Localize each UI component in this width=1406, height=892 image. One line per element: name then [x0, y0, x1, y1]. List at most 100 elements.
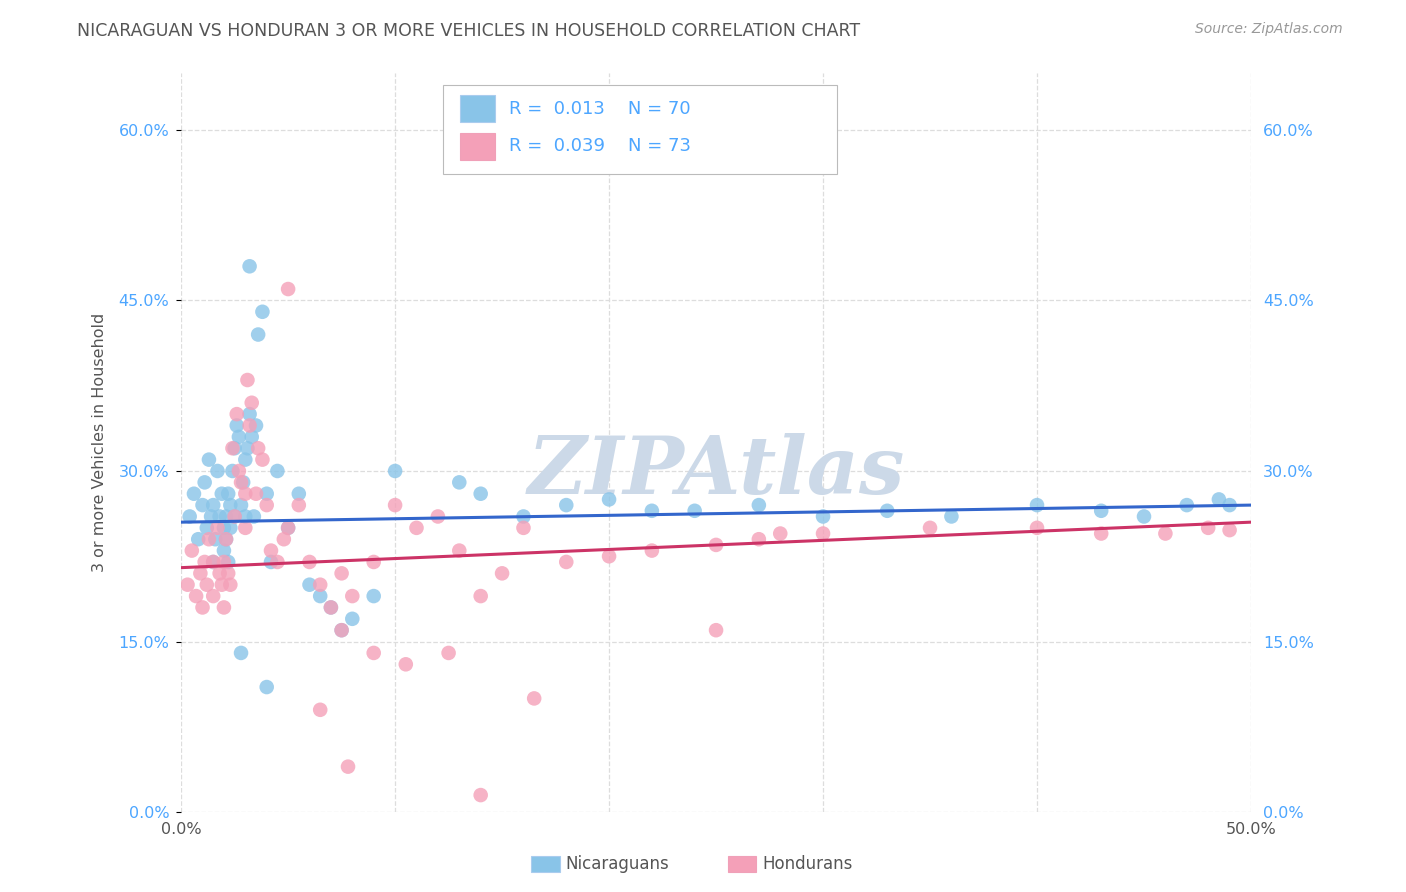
Point	[384, 464, 406, 478]
Point	[1219, 523, 1241, 537]
Point	[363, 646, 385, 660]
Point	[215, 509, 238, 524]
Point	[395, 657, 418, 672]
Point	[337, 759, 360, 773]
Point	[232, 475, 254, 490]
Point	[298, 555, 321, 569]
Point	[202, 555, 225, 569]
Point	[211, 577, 233, 591]
Point	[217, 555, 239, 569]
Text: Hondurans: Hondurans	[762, 855, 852, 873]
Point	[184, 589, 207, 603]
Point	[273, 533, 295, 547]
Point	[1175, 498, 1198, 512]
Point	[918, 521, 941, 535]
Point	[224, 509, 246, 524]
Point	[228, 430, 250, 444]
Point	[204, 533, 226, 547]
Point	[811, 526, 834, 541]
Point	[240, 396, 263, 410]
Point	[277, 521, 299, 535]
Point	[769, 526, 792, 541]
Point	[1154, 526, 1177, 541]
Point	[288, 498, 311, 512]
Point	[309, 577, 332, 591]
Point	[342, 612, 364, 626]
Point	[202, 498, 225, 512]
Point	[748, 533, 770, 547]
Point	[319, 600, 342, 615]
Point	[330, 623, 353, 637]
Point	[470, 788, 492, 802]
Point	[208, 566, 231, 581]
Point	[598, 549, 620, 564]
Point	[704, 538, 727, 552]
Point	[288, 487, 311, 501]
Point	[512, 521, 534, 535]
Point	[233, 487, 256, 501]
Point	[212, 600, 235, 615]
Point	[200, 509, 222, 524]
Point	[437, 646, 460, 660]
Point	[523, 691, 546, 706]
Point	[207, 464, 229, 478]
Point	[298, 577, 321, 591]
Point	[219, 577, 242, 591]
Point	[228, 464, 250, 478]
Point	[236, 442, 259, 456]
Point	[256, 487, 278, 501]
Point	[194, 475, 217, 490]
Text: ZIPAtlas: ZIPAtlas	[527, 434, 904, 511]
Point	[330, 623, 353, 637]
Y-axis label: 3 or more Vehicles in Household: 3 or more Vehicles in Household	[93, 313, 107, 572]
Point	[225, 418, 247, 433]
Point	[217, 487, 239, 501]
Text: R =  0.013    N = 70: R = 0.013 N = 70	[509, 100, 690, 118]
Text: R =  0.039    N = 73: R = 0.039 N = 73	[509, 137, 690, 155]
Point	[245, 418, 267, 433]
Point	[309, 703, 332, 717]
Text: Nicaraguans: Nicaraguans	[565, 855, 669, 873]
Point	[239, 418, 262, 433]
Point	[426, 509, 449, 524]
Point	[1026, 498, 1049, 512]
Point	[363, 589, 385, 603]
Point	[1133, 509, 1156, 524]
Point	[191, 600, 214, 615]
Point	[811, 509, 834, 524]
Point	[215, 533, 238, 547]
Point	[198, 452, 221, 467]
Point	[319, 600, 342, 615]
Point	[202, 589, 225, 603]
Point	[221, 442, 243, 456]
Point	[266, 464, 288, 478]
Point	[179, 509, 201, 524]
Point	[330, 566, 353, 581]
Point	[212, 543, 235, 558]
Point	[191, 498, 214, 512]
Point	[512, 509, 534, 524]
Point	[1090, 504, 1112, 518]
Point	[748, 498, 770, 512]
Point	[215, 533, 238, 547]
Point	[229, 646, 252, 660]
Point	[224, 442, 246, 456]
Point	[277, 282, 299, 296]
Point	[245, 487, 267, 501]
Point	[229, 498, 252, 512]
Point	[247, 327, 270, 342]
Point	[470, 589, 492, 603]
Point	[225, 407, 247, 421]
Point	[363, 555, 385, 569]
Point	[1026, 521, 1049, 535]
Point	[202, 555, 225, 569]
Point	[555, 555, 578, 569]
Point	[555, 498, 578, 512]
Point	[641, 504, 664, 518]
Point	[207, 521, 229, 535]
Point	[239, 407, 262, 421]
Point	[233, 509, 256, 524]
Point	[449, 475, 471, 490]
Point	[405, 521, 427, 535]
Point	[224, 509, 246, 524]
